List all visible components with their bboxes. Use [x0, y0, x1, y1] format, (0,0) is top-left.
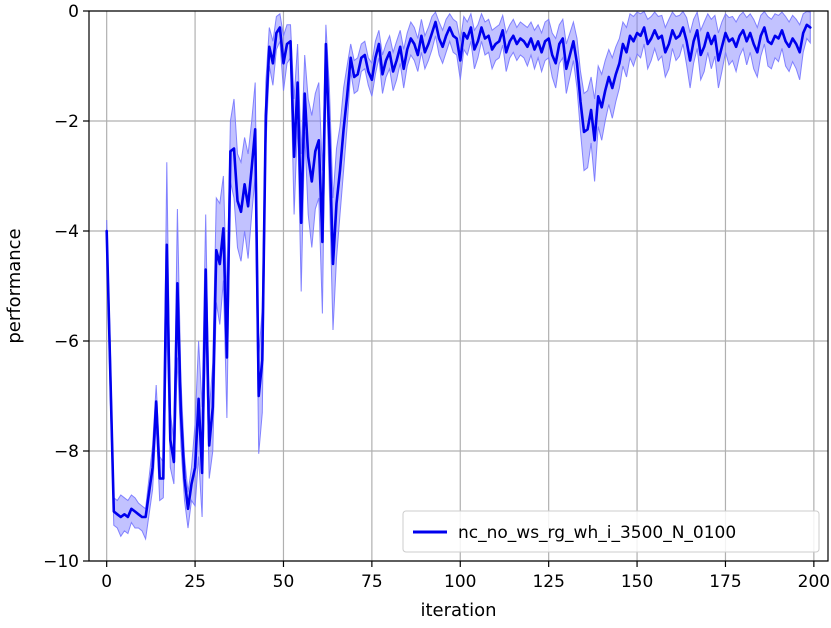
- x-axis-ticks: 0 25 50 75 100 125 150 175 200: [101, 561, 830, 592]
- x-tick-label: 50: [273, 572, 295, 592]
- y-tick-label: −2: [54, 112, 79, 132]
- legend: nc_no_ws_rg_wh_i_3500_N_0100: [402, 510, 820, 553]
- legend-box: [402, 510, 820, 553]
- y-axis-label: performance: [4, 228, 25, 343]
- confidence-band-layer: [106, 10, 811, 541]
- series-line: [105, 20, 812, 519]
- confidence-band: [106, 10, 811, 541]
- x-tick-label: 150: [621, 572, 653, 592]
- x-tick-label: 200: [798, 572, 830, 592]
- y-tick-label: −10: [43, 552, 79, 572]
- x-tick-label: 100: [444, 572, 476, 592]
- y-tick-label: −8: [54, 442, 79, 462]
- grid-lines: [89, 10, 828, 562]
- y-axis-ticks: −10 −8 −6 −4 −2 0: [43, 2, 89, 572]
- series-line-layer: [105, 20, 812, 519]
- y-tick-label: −4: [54, 222, 79, 242]
- x-axis-label: iteration: [420, 600, 496, 621]
- plot-frame: [88, 10, 829, 562]
- x-tick-label: 125: [532, 572, 564, 592]
- legend-entry-label: nc_no_ws_rg_wh_i_3500_N_0100: [458, 523, 736, 543]
- y-tick-label: −6: [54, 332, 79, 352]
- y-tick-label: 0: [68, 2, 79, 22]
- x-tick-label: 175: [709, 572, 741, 592]
- x-tick-label: 75: [361, 572, 383, 592]
- x-tick-label: 0: [101, 572, 112, 592]
- x-tick-label: 25: [184, 572, 206, 592]
